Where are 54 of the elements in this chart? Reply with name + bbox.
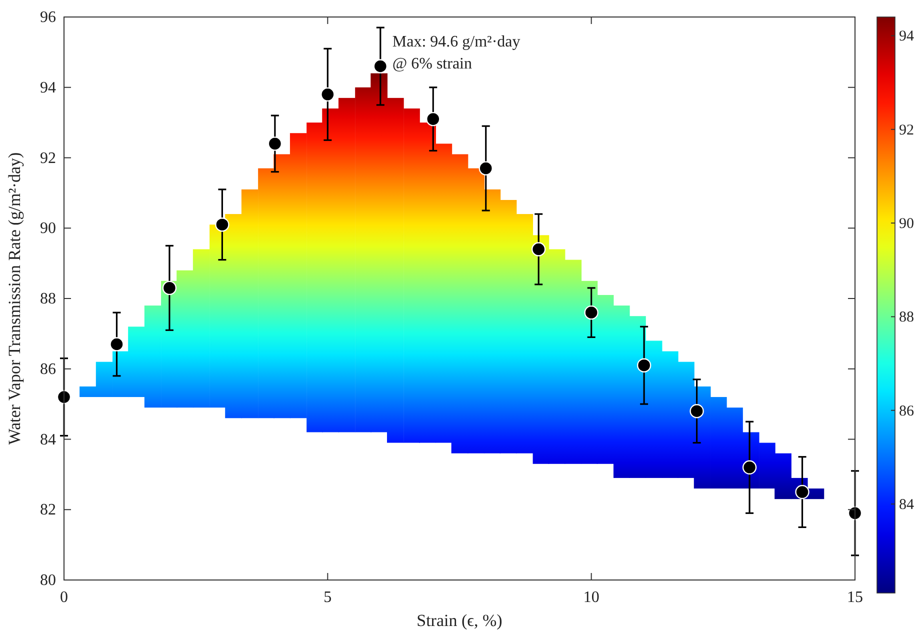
annotation: Max: 94.6 g/m²·day @ 6% strain (392, 33, 520, 72)
y-axis-title: Water Vapor Transmission Rate (g/m²·day) (5, 152, 24, 445)
point (162, 280, 177, 296)
bar (338, 98, 356, 432)
x-axis-title: Strain (ϵ, %) (416, 611, 502, 630)
x-tick-label: 10 (583, 589, 600, 606)
bar (144, 306, 162, 408)
bar (306, 122, 323, 432)
point (426, 112, 440, 126)
bar (807, 488, 824, 500)
y-tick-label: 92 (40, 150, 56, 167)
bar (774, 453, 792, 500)
bar (404, 108, 420, 443)
bar (678, 362, 694, 478)
color-bar-label: 94 (899, 28, 914, 45)
color-bar-label: 84 (899, 497, 914, 514)
bar (258, 168, 274, 418)
color-bar-label: 90 (899, 216, 914, 232)
x-tick-label: 5 (324, 589, 332, 606)
color-bar-label: 92 (899, 122, 914, 138)
bar (355, 87, 372, 432)
y-tick-label: 80 (40, 572, 56, 589)
point (532, 242, 546, 256)
bar (386, 98, 404, 443)
y-tick-label: 96 (40, 9, 56, 26)
point (373, 59, 388, 74)
point (268, 136, 282, 151)
y-tick-label: 94 (40, 79, 56, 96)
point (584, 305, 598, 320)
y-tick-label: 82 (40, 502, 56, 519)
point (56, 390, 72, 404)
color-bar-label: 86 (899, 403, 914, 420)
point (848, 506, 862, 520)
y-tick-label: 86 (40, 360, 56, 378)
x-tick-label: 15 (847, 589, 863, 606)
y-tick-label: 88 (40, 290, 56, 308)
point (320, 87, 335, 102)
bar (192, 249, 210, 408)
y-tick-label: 84 (40, 431, 56, 448)
bar (112, 351, 129, 398)
point (110, 337, 124, 352)
point (478, 161, 493, 176)
bar (629, 316, 646, 478)
bar (96, 362, 113, 398)
y-tick-label: 90 (40, 220, 56, 238)
point (636, 358, 652, 372)
bar (241, 189, 258, 418)
bar (290, 133, 307, 418)
color-bar-label: 88 (899, 310, 914, 326)
x-tick-label: 0 (60, 589, 68, 606)
point (215, 218, 230, 232)
point (690, 404, 704, 418)
bar (759, 442, 776, 489)
bar (80, 386, 96, 398)
